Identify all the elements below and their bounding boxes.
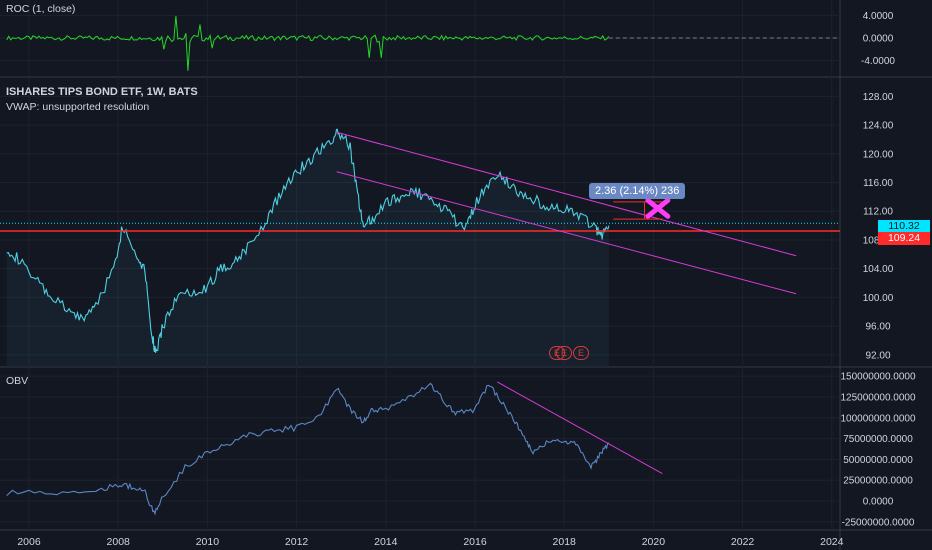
x-axis-tick-label: 2018 <box>553 536 577 548</box>
target-x-marker <box>645 197 671 219</box>
obv-series-line <box>6 382 610 516</box>
price-area-fill <box>6 129 609 366</box>
y-axis-tick-label: 25000000.0000 <box>843 476 913 487</box>
earnings-marker[interactable]: E <box>556 346 572 360</box>
vwap-indicator-title[interactable]: VWAP: unsupported resolution <box>6 101 150 113</box>
channel-lower-trendline <box>336 171 797 295</box>
x-axis-tick-label: 2014 <box>374 536 398 548</box>
x-axis-tick-label: 2012 <box>285 536 309 548</box>
obv-trendline <box>497 381 663 474</box>
channel-upper-trendline <box>336 131 797 257</box>
y-axis-tick-label: 128.00 <box>863 92 894 103</box>
y-axis-tick-label: 50000000.0000 <box>843 455 913 466</box>
obv-indicator-title[interactable]: OBV <box>6 375 29 387</box>
y-axis-tick-label: 104.00 <box>863 264 894 275</box>
y-axis-tick-label: 0.0000 <box>863 497 894 508</box>
y-axis-tick-label: 4.0000 <box>863 11 894 22</box>
y-axis-tick-label: 124.00 <box>863 121 894 132</box>
measure-tool-label[interactable]: 2.36 (2.14%) 236 <box>589 183 686 199</box>
y-axis-tick-label: -4.0000 <box>861 56 895 67</box>
current-price-tag: 110.32 <box>878 220 930 233</box>
x-axis-tick-label: 2008 <box>107 536 131 548</box>
x-axis-tick-label: 2024 <box>820 536 844 548</box>
x-axis-tick-label: 2006 <box>17 536 41 548</box>
roc-indicator-title[interactable]: ROC (1, close) <box>6 3 76 15</box>
x-axis-tick-label: 2010 <box>196 536 220 548</box>
y-axis-tick-label: 96.00 <box>865 322 890 333</box>
y-axis-tick-label: -25000000.0000 <box>842 517 915 528</box>
support-line-price-tag: 109.24 <box>878 232 930 245</box>
y-axis-tick-label: 116.00 <box>863 178 893 189</box>
y-axis-tick-label: 100.00 <box>863 293 894 304</box>
y-axis-tick-label: 100000000.0000 <box>840 413 916 424</box>
earnings-marker[interactable]: E <box>573 346 589 360</box>
y-axis-tick-label: 0.0000 <box>863 34 894 45</box>
roc-series-line <box>6 15 610 71</box>
symbol-title[interactable]: ISHARES TIPS BOND ETF, 1W, BATS <box>6 86 198 98</box>
y-axis-tick-label: 75000000.0000 <box>843 434 913 445</box>
y-axis-tick-label: 125000000.0000 <box>840 392 916 403</box>
y-axis-tick-label: 120.00 <box>863 149 894 160</box>
x-axis-tick-label: 2020 <box>642 536 666 548</box>
x-axis-tick-label: 2016 <box>463 536 487 548</box>
y-axis-tick-label: 92.00 <box>865 350 890 361</box>
y-axis-tick-label: 150000000.0000 <box>840 372 916 383</box>
x-axis-tick-label: 2022 <box>731 536 755 548</box>
y-axis-tick-label: 112.00 <box>863 207 893 218</box>
